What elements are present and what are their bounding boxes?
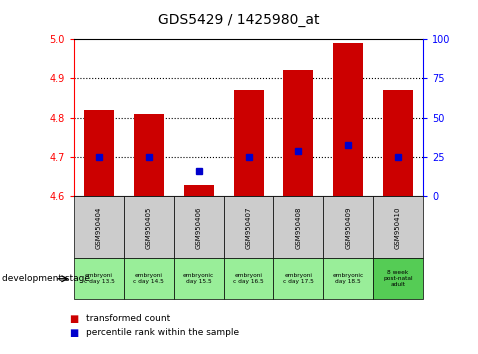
Bar (184, 185, 214, 196)
Text: embryoni
c day 16.5: embryoni c day 16.5 (233, 273, 264, 284)
Text: embryoni
c day 13.5: embryoni c day 13.5 (84, 273, 114, 284)
Text: GSM950409: GSM950409 (345, 206, 351, 249)
Text: ■: ■ (69, 328, 78, 338)
Text: embryoni
c day 14.5: embryoni c day 14.5 (133, 273, 164, 284)
Text: development stage: development stage (2, 274, 90, 283)
Text: GSM950404: GSM950404 (96, 206, 102, 249)
Text: embryonic
day 18.5: embryonic day 18.5 (333, 273, 364, 284)
Text: embryoni
c day 17.5: embryoni c day 17.5 (283, 273, 314, 284)
Text: GDS5429 / 1425980_at: GDS5429 / 1425980_at (158, 12, 320, 27)
Bar (283, 70, 314, 196)
Text: GSM950405: GSM950405 (146, 206, 152, 249)
Text: percentile rank within the sample: percentile rank within the sample (86, 328, 239, 337)
Bar (383, 90, 413, 196)
Text: GSM950410: GSM950410 (395, 206, 401, 249)
Text: 8 week
post-natal
adult: 8 week post-natal adult (383, 270, 413, 287)
Text: GSM950406: GSM950406 (196, 206, 202, 249)
Bar (134, 114, 164, 196)
Bar (234, 90, 263, 196)
Text: GSM950408: GSM950408 (295, 206, 302, 249)
Text: GSM950407: GSM950407 (246, 206, 251, 249)
Text: embryonic
day 15.5: embryonic day 15.5 (183, 273, 214, 284)
Bar (84, 110, 114, 196)
Bar (333, 43, 363, 196)
Text: ■: ■ (69, 314, 78, 324)
Text: transformed count: transformed count (86, 314, 170, 323)
